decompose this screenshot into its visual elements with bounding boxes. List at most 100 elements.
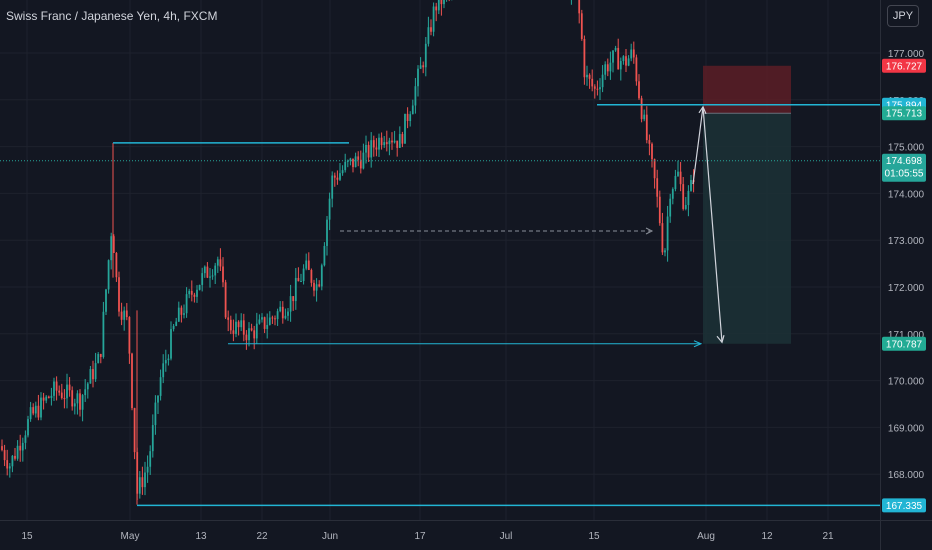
candle-body xyxy=(47,396,50,398)
x-tick-label: 12 xyxy=(761,531,773,542)
candle-body xyxy=(232,330,235,334)
candle-body xyxy=(21,442,24,451)
candle-body xyxy=(370,140,373,158)
candle-body xyxy=(42,397,45,401)
candle-body xyxy=(154,402,157,426)
candle-body xyxy=(632,49,635,58)
candle-body xyxy=(68,384,71,391)
candle-body xyxy=(58,390,61,393)
x-tick-label: Aug xyxy=(697,531,715,542)
candle-body xyxy=(86,383,89,390)
candle-body xyxy=(331,175,334,199)
candle-body xyxy=(630,49,633,59)
candle-body xyxy=(643,114,646,120)
candle-body xyxy=(81,395,84,410)
level-lines xyxy=(0,104,880,507)
candle-body xyxy=(266,324,269,329)
candle-body xyxy=(292,296,295,302)
candle-body xyxy=(586,74,588,78)
candle-body xyxy=(294,277,297,302)
price-tag-level xyxy=(882,498,926,513)
candle-body xyxy=(1,446,3,451)
candle-body xyxy=(255,323,258,339)
candle-body xyxy=(32,407,35,414)
candle-body xyxy=(414,86,417,106)
candle-body xyxy=(203,266,206,274)
candle-body xyxy=(131,353,133,409)
currency-button[interactable]: JPY xyxy=(887,5,919,27)
candle-body xyxy=(34,405,37,414)
candle-body xyxy=(245,334,248,341)
candle-body xyxy=(432,6,435,32)
x-tick-label: 21 xyxy=(822,531,834,542)
candle-body xyxy=(102,311,105,357)
candle-body xyxy=(635,57,638,82)
candle-body xyxy=(580,13,583,39)
price-tag-entry xyxy=(882,106,926,121)
candle-body xyxy=(76,393,79,404)
candle-body xyxy=(229,319,232,331)
candle-body xyxy=(120,311,123,320)
candle-body xyxy=(588,74,591,79)
candle-body xyxy=(19,445,22,451)
candle-body xyxy=(378,137,380,150)
candle-body xyxy=(71,390,74,407)
candle-body xyxy=(406,113,409,122)
candle-body xyxy=(185,294,188,314)
candle-body xyxy=(50,395,53,398)
y-tick-label: 171.000 xyxy=(888,330,925,341)
price-tag-target xyxy=(882,336,926,351)
candle-body xyxy=(679,171,682,185)
grid xyxy=(0,0,880,520)
candle-body xyxy=(157,395,159,403)
candle-body xyxy=(144,472,146,488)
candle-body xyxy=(11,455,14,467)
candle-body xyxy=(248,328,250,341)
candle-body xyxy=(289,296,292,312)
candle-body xyxy=(224,282,227,318)
candle-body xyxy=(437,0,440,11)
candle-body xyxy=(359,159,362,169)
candle-body xyxy=(183,313,185,315)
candle-body xyxy=(167,358,170,361)
candle-body xyxy=(690,179,692,191)
candle-body xyxy=(193,294,196,297)
price-tag-value: 170.787 xyxy=(886,339,923,350)
candle-body xyxy=(619,61,622,70)
candle-body xyxy=(3,450,6,461)
candle-body xyxy=(271,317,274,319)
candle-body xyxy=(666,216,669,251)
candle-body xyxy=(60,392,63,399)
candle-body xyxy=(24,435,27,443)
candle-body xyxy=(73,403,76,407)
target-arrow-head xyxy=(693,340,703,348)
candle-body xyxy=(604,64,607,75)
candle-body xyxy=(601,74,604,88)
dashed-arrow-head xyxy=(645,227,654,235)
candle-body xyxy=(651,143,653,160)
candle-body xyxy=(339,173,341,180)
candle-body xyxy=(79,393,81,410)
candle-body xyxy=(27,419,29,436)
candle-body xyxy=(110,236,113,261)
candle-body xyxy=(276,311,279,320)
candle-body xyxy=(328,198,331,220)
price-tag-value: 176.727 xyxy=(886,61,923,72)
y-tick-label: 174.000 xyxy=(888,189,925,200)
candle-body xyxy=(196,289,198,297)
candle-body xyxy=(89,369,92,384)
candle-body xyxy=(237,321,240,328)
candle-body xyxy=(263,317,266,329)
candle-body xyxy=(648,140,651,144)
candle-body xyxy=(180,307,183,315)
candle-body xyxy=(222,266,224,283)
candle-body xyxy=(84,389,87,396)
candle-body xyxy=(664,250,666,253)
candle-body xyxy=(653,159,656,179)
take-profit-zone xyxy=(703,113,791,344)
candle-body xyxy=(97,354,100,364)
candle-body xyxy=(66,384,68,399)
candle-body xyxy=(211,275,214,277)
